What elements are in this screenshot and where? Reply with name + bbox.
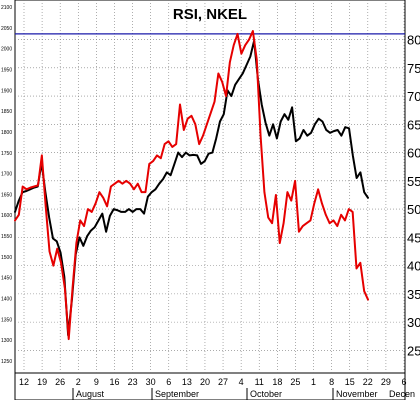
right-axis-tick-label: 75 [407,61,420,76]
x-axis-day-label: 23 [128,377,138,387]
left-axis-tick-label: 1450 [1,276,12,282]
x-axis-day-label: 15 [345,377,355,387]
right-axis-tick-label: 80 [407,33,420,48]
x-axis-day-label: 19 [37,377,47,387]
right-axis: 80 75 70 65 60 55 50 45 40 35 30 25 [407,33,420,359]
left-axis-tick-label: 1250 [1,359,12,365]
x-axis-month-label: November [336,389,378,399]
x-axis-day-label: 16 [109,377,119,387]
x-axis-day-label: 25 [290,377,300,387]
right-axis-tick-label: 65 [407,117,420,132]
left-axis-tick-label: 1400 [1,297,12,303]
left-axis-tick-label: 2000 [1,47,12,53]
right-axis-tick-label: 70 [407,89,420,104]
left-axis-tick-label: 1950 [1,67,12,73]
left-axis-tick-label: 2100 [1,5,12,11]
grid-layer [15,0,405,373]
right-axis-tick-label: 30 [407,315,420,330]
right-axis-tick-label: 25 [407,343,420,358]
left-axis-tick-label: 1600 [1,213,12,219]
x-axis-day-label: 20 [200,377,210,387]
x-axis-day-label: 2 [76,377,81,387]
left-axis: 2100 2050 2000 1950 1900 1850 1800 1750 1700 1650… [1,5,12,365]
right-axis-tick-label: 35 [407,287,420,302]
chart-title: RSI, NKEL [173,6,247,23]
x-axis-day-label: 4 [239,377,244,387]
x-axis-month-label: Decen [389,389,415,399]
left-axis-tick-label: 1900 [1,88,12,94]
x-axis-day-label: 11 [255,377,264,387]
x-axis-day-label: 26 [55,377,65,387]
x-axis-month-label: August [76,389,105,399]
x-axis-day-label: 8 [329,377,334,387]
right-axis-tick-label: 40 [407,259,420,274]
left-axis-tick-label: 1800 [1,130,12,136]
series-layer [14,30,369,341]
x-axis-month-label: September [155,389,199,399]
x-axis-day-label: 27 [218,377,228,387]
left-axis-tick-label: 1700 [1,172,12,178]
x-axis-day-label: 12 [19,377,29,387]
x-axis-day-label: 30 [146,377,156,387]
x-axis-day-label: 18 [272,377,282,387]
right-axis-tick-label: 45 [407,230,420,245]
series-line-red [14,30,369,341]
x-axis: 12 19 26 2 9 16 23 30 6 13 20 27 4 11 18 25 1 8 15 22 29 6Aug… [19,377,415,400]
x-axis-day-label: 9 [94,377,99,387]
left-axis-tick-label: 2050 [1,26,12,32]
plot-frame [14,0,406,374]
left-axis-tick-label: 1550 [1,234,12,240]
x-axis-day-label: 6 [166,377,171,387]
x-axis-day-label: 6 [401,377,406,387]
x-axis-day-label: 22 [363,377,373,387]
x-axis-day-label: 1 [311,377,316,387]
left-axis-tick-label: 1500 [1,255,12,261]
x-axis-band [14,372,406,400]
right-axis-tick-label: 60 [407,146,420,161]
x-axis-day-label: 13 [182,377,192,387]
right-axis-tick-label: 50 [407,202,420,217]
left-axis-tick-label: 1750 [1,151,12,157]
right-axis-tick-label: 55 [407,174,420,189]
left-axis-tick-label: 1850 [1,109,12,115]
left-axis-tick-label: 1650 [1,192,12,198]
left-axis-tick-label: 1300 [1,338,12,344]
x-axis-day-label: 29 [381,377,391,387]
left-axis-tick-label: 1350 [1,317,12,323]
x-axis-month-label: October [250,389,282,399]
